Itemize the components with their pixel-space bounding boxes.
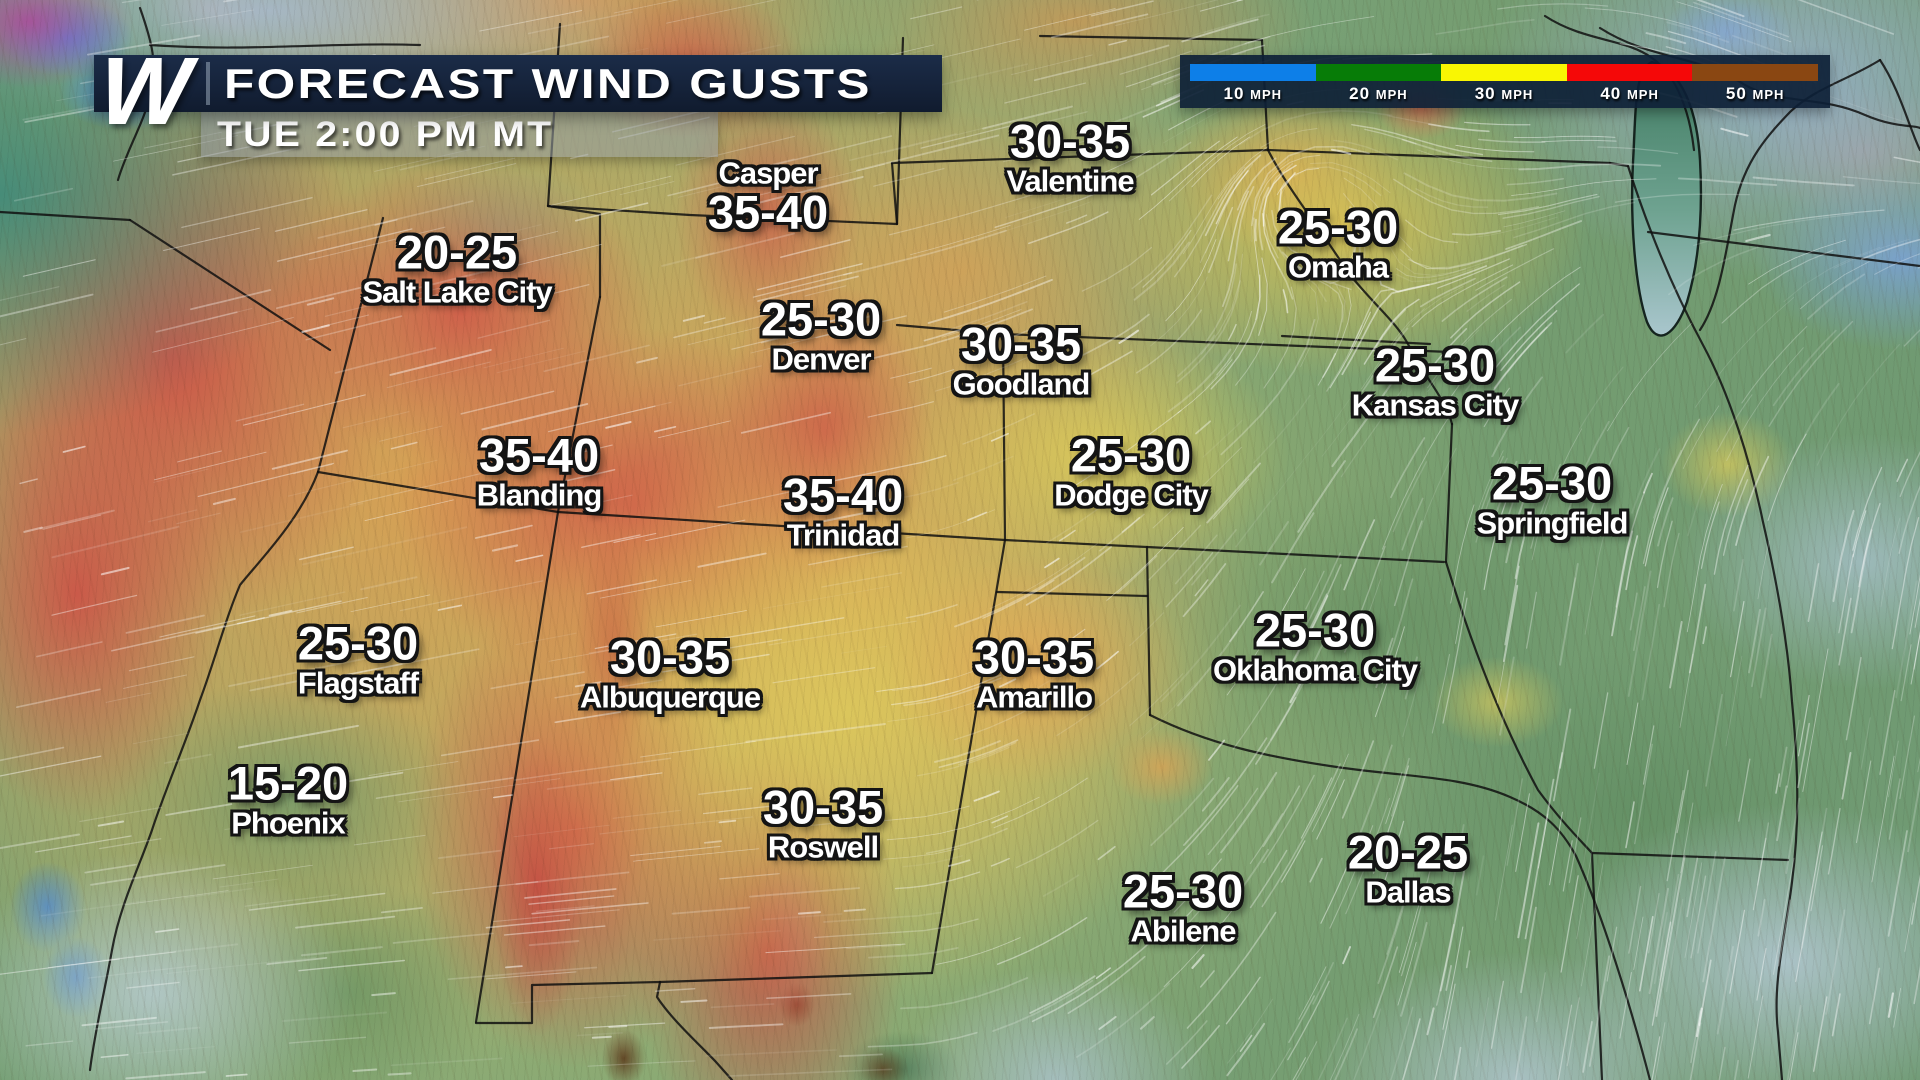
timestamp-text: TUE 2:00 PM MT	[217, 114, 554, 154]
station-label: 25-30 Kansas City	[1351, 338, 1519, 423]
station-gust-range: 35-40	[478, 428, 600, 482]
station-city: Amarillo	[975, 679, 1093, 715]
lake-michigan	[1630, 60, 1703, 337]
station-gust-range: 20-25	[1347, 825, 1469, 879]
station-gust-range: 25-30	[1277, 200, 1399, 254]
station-gust-range: 25-30	[760, 292, 882, 346]
station-city: Oklahoma City	[1212, 652, 1418, 688]
station-gust-range: 30-35	[960, 317, 1082, 371]
station-gust-range: 25-30	[1374, 338, 1496, 392]
state-borders	[0, 6, 1920, 1080]
station-label: 30-35 Valentine	[1006, 114, 1134, 199]
legend-label-40: 40 MPH	[1600, 84, 1659, 103]
station-label: 25-30 Dodge City	[1054, 428, 1209, 513]
station-city: Casper	[718, 155, 818, 191]
station-city: Salt Lake City	[362, 274, 552, 310]
station-label: 25-30 Denver	[760, 292, 882, 377]
station-label: 25-30 Oklahoma City	[1212, 603, 1418, 688]
station-city: Roswell	[767, 829, 879, 865]
station-gust-range: 30-35	[609, 630, 731, 684]
wind-speed-legend: 10 MPH 20 MPH 30 MPH 40 MPH 50 MPH	[1180, 55, 1830, 108]
station-city: Phoenix	[231, 805, 346, 841]
station-city: Blanding	[476, 477, 603, 513]
station-label: 20-25 Dallas	[1347, 825, 1469, 910]
station-gust-range: 25-30	[1070, 428, 1192, 482]
title-bar	[94, 55, 942, 112]
station-label: 35-40 Blanding	[476, 428, 603, 513]
station-label: 25-30 Springfield	[1476, 456, 1629, 541]
legend-label-50: 50 MPH	[1725, 84, 1785, 103]
station-gust-range: 25-30	[1491, 456, 1613, 510]
station-city: Albuquerque	[579, 679, 761, 715]
page-title: FORECAST WIND GUSTS	[224, 59, 872, 107]
station-city: Kansas City	[1351, 387, 1519, 423]
station-city: Goodland	[952, 366, 1091, 402]
station-city: Springfield	[1476, 505, 1629, 541]
station-label: 25-30 Abilene	[1122, 864, 1244, 949]
station-label: 25-30 Flagstaff	[297, 616, 419, 701]
station-gust-range: 15-20	[227, 756, 349, 810]
legend-label-30: 30 MPH	[1474, 84, 1534, 103]
station-label: 35-40 Casper	[708, 157, 828, 236]
station-gust-range: 20-25	[396, 225, 518, 279]
legend-segment-50	[1692, 64, 1818, 81]
legend-segment-40	[1566, 64, 1693, 81]
station-gust-range: 30-35	[973, 630, 1095, 684]
station-label: 20-25 Salt Lake City	[362, 225, 552, 310]
station-gust-range: 35-40	[707, 185, 829, 239]
station-city: Flagstaff	[297, 665, 419, 701]
station-label: 35-40 Trinidad	[782, 468, 904, 553]
station-city: Valentine	[1006, 163, 1134, 199]
station-label: 30-35 Goodland	[952, 317, 1091, 402]
legend-segment-10	[1190, 64, 1316, 81]
legend-label-20: 20 MPH	[1349, 84, 1408, 103]
legend-colorbar	[1190, 64, 1818, 81]
station-label: 30-35 Roswell	[762, 780, 884, 865]
station-city: Abilene	[1130, 913, 1237, 949]
station-label: 25-30 Omaha	[1277, 200, 1399, 285]
station-gust-range: 30-35	[1009, 114, 1131, 168]
station-gust-range: 25-30	[1122, 864, 1244, 918]
logo-divider	[206, 62, 210, 105]
station-city: Omaha	[1287, 249, 1389, 285]
station-gust-range: 25-30	[1254, 603, 1376, 657]
timestamp-banner: TUE 2:00 PM MT	[201, 112, 718, 157]
station-city: Trinidad	[786, 517, 901, 553]
legend-segment-20	[1315, 64, 1442, 81]
station-city: Dodge City	[1054, 477, 1209, 513]
station-city: Dallas	[1365, 874, 1451, 910]
station-label: 15-20 Phoenix	[227, 756, 349, 841]
legend-segment-30	[1441, 64, 1567, 81]
station-gust-range: 30-35	[762, 780, 884, 834]
station-label: 30-35 Albuquerque	[579, 630, 761, 715]
station-gust-range: 25-30	[297, 616, 419, 670]
legend-label-10: 10 MPH	[1223, 84, 1283, 103]
station-gust-range: 35-40	[782, 468, 904, 522]
station-city: Denver	[771, 341, 871, 377]
legend-labels: 10 MPH 20 MPH 30 MPH 40 MPH 50 MPH	[1190, 84, 1818, 104]
station-label: 30-35 Amarillo	[973, 630, 1095, 715]
